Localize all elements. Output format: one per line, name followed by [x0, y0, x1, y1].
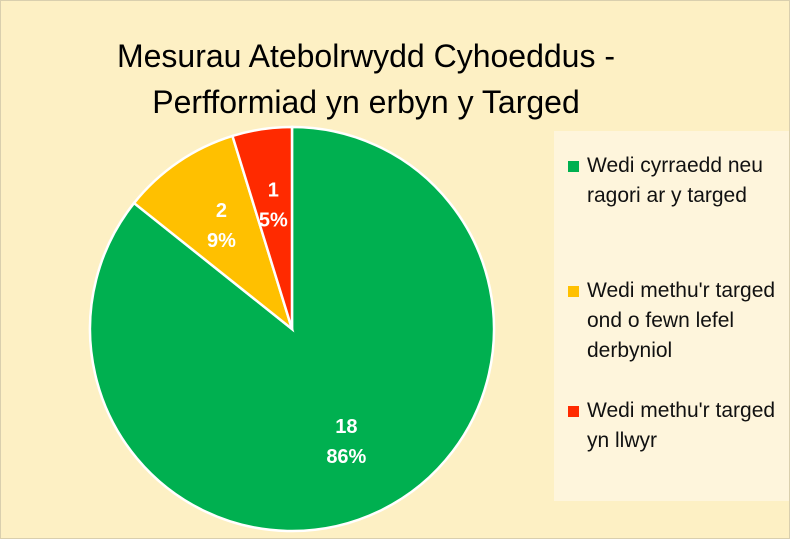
- value-label: 2: [216, 200, 227, 222]
- legend-item: Wedi methu'r targed yn llwyr: [568, 396, 783, 456]
- value-label: 1: [268, 179, 279, 201]
- legend-swatch: [568, 286, 579, 297]
- legend-label: Wedi methu'r targed yn llwyr: [587, 399, 776, 452]
- legend-item: Wedi methu'r targed ond o fewn lefel der…: [568, 276, 783, 366]
- percentage-label: 86%: [326, 446, 366, 468]
- legend-item: Wedi cyrraedd neu ragori ar y targed: [568, 151, 783, 211]
- legend: Wedi cyrraedd neu ragori ar y targed Wedi…: [554, 131, 789, 501]
- pie-slice: [132, 134, 295, 333]
- legend-label: Wedi cyrraedd neu ragori ar y targed: [587, 154, 763, 207]
- percentage-label: 9%: [207, 230, 236, 252]
- value-label: 18: [335, 416, 357, 438]
- legend-swatch: [568, 161, 579, 172]
- pie-slice: [230, 125, 294, 330]
- legend-label: Wedi methu'r targed ond o fewn lefel der…: [587, 279, 776, 362]
- pie-area: 18 86% 2 9% 1 5%: [88, 125, 496, 533]
- percentage-label: 5%: [259, 209, 288, 231]
- chart-title: Mesurau Atebolrwydd Cyhoeddus - Perfform…: [116, 38, 616, 120]
- legend-swatch: [568, 406, 579, 417]
